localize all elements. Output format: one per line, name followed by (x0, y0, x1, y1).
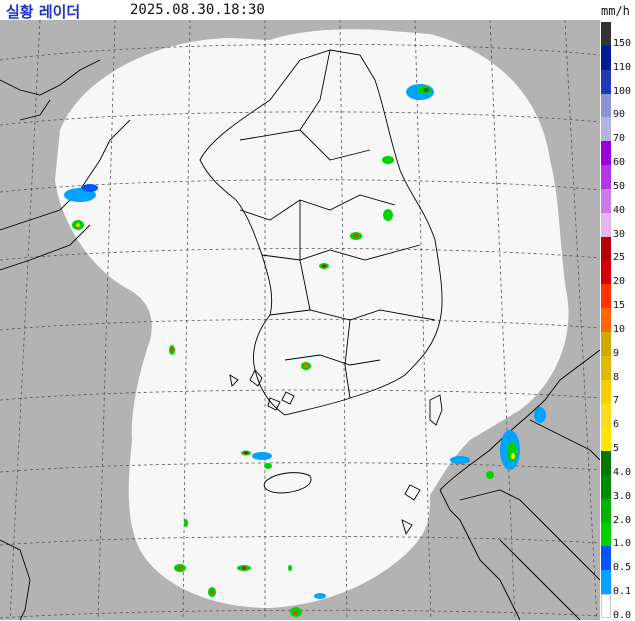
legend-label: 0.1 (613, 586, 632, 598)
precipitation-legend: 150 110 100 90 70 60 50 40 30 25 20 15 10 9 8 7 6 5 4.0 3.0… (600, 20, 635, 621)
legend-swatch (601, 45, 611, 71)
legend-label: 10 (613, 323, 626, 335)
legend-label: 60 (613, 157, 626, 169)
legend-swatch (601, 522, 611, 547)
page-title: 실황 레이더 (6, 3, 81, 21)
legend-label: 30 (613, 228, 626, 240)
legend-swatch (601, 379, 611, 404)
legend-label: 15 (613, 300, 626, 312)
legend-label: 2.0 (613, 514, 632, 526)
legend-swatch (601, 284, 611, 309)
legend-swatch (601, 212, 611, 238)
legend-swatch (601, 498, 611, 524)
legend-label: 25 (613, 252, 626, 264)
legend-swatch (601, 331, 611, 357)
legend-label: 0.5 (613, 562, 632, 574)
legend-label: 40 (613, 204, 626, 216)
radar-coverage-area (55, 29, 569, 609)
legend-unit: mm/h (601, 4, 630, 18)
legend-swatch (601, 236, 611, 261)
legend-swatch (601, 188, 611, 214)
legend-swatch (601, 570, 611, 595)
legend-swatch (601, 451, 611, 476)
legend-swatch (601, 355, 611, 381)
legend-label: 9 (613, 347, 620, 359)
legend-label: 4.0 (613, 466, 632, 478)
legend-label: 7 (613, 395, 620, 407)
legend-swatch (601, 165, 611, 190)
legend-label: 6 (613, 419, 620, 431)
legend-swatch (601, 93, 611, 118)
legend-label: 0.0 (613, 610, 632, 621)
legend-swatch (601, 260, 611, 285)
legend-swatch (601, 22, 611, 47)
legend-label: 70 (613, 133, 626, 145)
legend-label: 1.0 (613, 538, 632, 550)
legend-label: 8 (613, 371, 620, 383)
legend-label: 100 (613, 85, 632, 97)
legend-swatch (601, 427, 611, 452)
legend-label: 110 (613, 61, 632, 73)
legend-swatch (601, 403, 611, 428)
legend-swatch (601, 308, 611, 333)
legend-label: 20 (613, 276, 626, 288)
legend-swatch (601, 594, 611, 619)
legend-swatch (601, 474, 611, 500)
header-bar: 실황 레이더 2025.08.30.18:30 mm/h (0, 0, 635, 22)
legend-label: 3.0 (613, 490, 632, 502)
legend-label: 150 (613, 37, 632, 49)
legend-label: 90 (613, 109, 626, 121)
legend-swatch (601, 117, 611, 142)
legend-swatch (601, 546, 611, 571)
legend-swatch (601, 69, 611, 94)
legend-label: 5 (613, 443, 620, 455)
legend-swatch (601, 141, 611, 166)
radar-echoes (64, 84, 546, 617)
coastlines (0, 49, 600, 620)
jeju-island (263, 472, 312, 494)
observation-datetime: 2025.08.30.18:30 (130, 2, 265, 18)
radar-map[interactable] (0, 20, 600, 620)
legend-label: 50 (613, 180, 626, 192)
